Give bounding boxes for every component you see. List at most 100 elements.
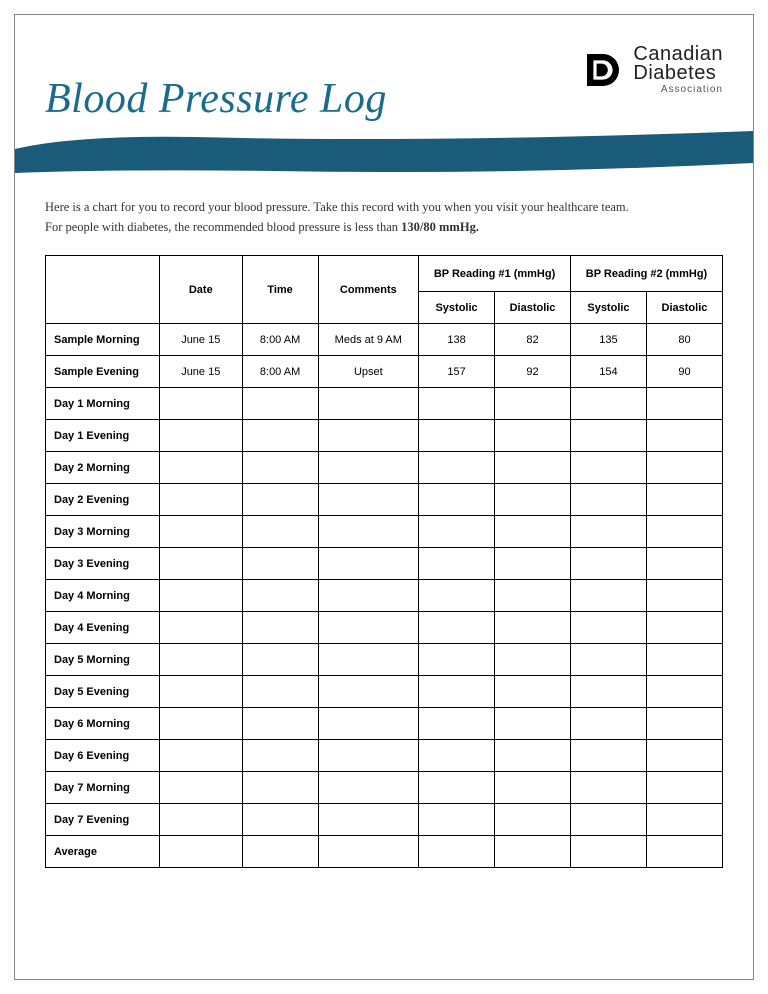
- cell-comments: [318, 836, 419, 868]
- cell-time: 8:00 AM: [242, 324, 318, 356]
- cell-comments: Upset: [318, 356, 419, 388]
- cell-d1: [495, 612, 571, 644]
- row-label: Day 6 Morning: [46, 708, 160, 740]
- cell-time: 8:00 AM: [242, 356, 318, 388]
- row-label: Sample Morning: [46, 324, 160, 356]
- banner: [15, 131, 753, 173]
- cell-comments: [318, 676, 419, 708]
- table-row: Day 5 Evening: [46, 676, 723, 708]
- cell-d1: 82: [495, 324, 571, 356]
- cell-s1: [419, 548, 495, 580]
- header-dia1: Diastolic: [495, 292, 571, 324]
- header-blank: [46, 256, 160, 324]
- cell-time: [242, 644, 318, 676]
- header-time: Time: [242, 256, 318, 324]
- table-row: Day 1 Evening: [46, 420, 723, 452]
- cell-date: [159, 516, 242, 548]
- cell-d1: [495, 804, 571, 836]
- cell-d1: 92: [495, 356, 571, 388]
- header-dia2: Diastolic: [646, 292, 722, 324]
- page: Blood Pressure Log Canadian Diabetes Ass…: [14, 14, 754, 980]
- cell-date: [159, 612, 242, 644]
- cell-comments: [318, 548, 419, 580]
- header-sys2: Systolic: [570, 292, 646, 324]
- cell-date: [159, 804, 242, 836]
- table-row: Day 2 Evening: [46, 484, 723, 516]
- row-label: Day 3 Morning: [46, 516, 160, 548]
- cell-comments: [318, 804, 419, 836]
- cell-s1: [419, 388, 495, 420]
- cell-time: [242, 612, 318, 644]
- cell-time: [242, 452, 318, 484]
- table-row: Day 3 Evening: [46, 548, 723, 580]
- cell-date: June 15: [159, 324, 242, 356]
- cell-s2: [570, 388, 646, 420]
- cell-d2: [646, 484, 722, 516]
- cell-s2: [570, 612, 646, 644]
- row-label: Day 2 Morning: [46, 452, 160, 484]
- cell-time: [242, 740, 318, 772]
- cell-d1: [495, 420, 571, 452]
- table-row: Day 7 Morning: [46, 772, 723, 804]
- cell-s1: [419, 420, 495, 452]
- cell-time: [242, 420, 318, 452]
- cell-d2: [646, 548, 722, 580]
- cell-s2: [570, 516, 646, 548]
- cell-s2: [570, 676, 646, 708]
- logo-text: Canadian Diabetes Association: [633, 45, 723, 95]
- cell-date: [159, 836, 242, 868]
- cell-date: [159, 452, 242, 484]
- cell-date: [159, 580, 242, 612]
- row-label: Day 4 Evening: [46, 612, 160, 644]
- cell-d1: [495, 484, 571, 516]
- row-label: Day 7 Evening: [46, 804, 160, 836]
- row-label: Day 1 Morning: [46, 388, 160, 420]
- cell-time: [242, 484, 318, 516]
- org-logo: Canadian Diabetes Association: [579, 45, 723, 95]
- cell-s1: [419, 484, 495, 516]
- cell-d2: [646, 420, 722, 452]
- cell-d2: [646, 580, 722, 612]
- header-bp1: BP Reading #1 (mmHg): [419, 256, 571, 292]
- cell-d2: 90: [646, 356, 722, 388]
- cell-comments: [318, 452, 419, 484]
- cell-comments: [318, 708, 419, 740]
- table-row: Average: [46, 836, 723, 868]
- cell-d2: [646, 516, 722, 548]
- header-comments: Comments: [318, 256, 419, 324]
- cell-s1: 157: [419, 356, 495, 388]
- cell-date: [159, 484, 242, 516]
- cell-time: [242, 580, 318, 612]
- cell-d1: [495, 676, 571, 708]
- row-label: Day 6 Evening: [46, 740, 160, 772]
- row-label: Sample Evening: [46, 356, 160, 388]
- cell-time: [242, 388, 318, 420]
- cell-d2: [646, 388, 722, 420]
- cell-s2: [570, 804, 646, 836]
- cell-date: [159, 676, 242, 708]
- cell-date: [159, 548, 242, 580]
- cell-date: [159, 420, 242, 452]
- row-label: Day 3 Evening: [46, 548, 160, 580]
- bp-log-table: Date Time Comments BP Reading #1 (mmHg) …: [45, 255, 723, 868]
- cell-comments: Meds at 9 AM: [318, 324, 419, 356]
- cell-d2: [646, 452, 722, 484]
- intro-line1: Here is a chart for you to record your b…: [45, 200, 629, 214]
- header-bp2: BP Reading #2 (mmHg): [570, 256, 722, 292]
- cell-comments: [318, 612, 419, 644]
- cell-s1: [419, 772, 495, 804]
- cell-s1: [419, 452, 495, 484]
- cell-s2: [570, 708, 646, 740]
- table-row: Day 3 Morning: [46, 516, 723, 548]
- cell-d2: [646, 676, 722, 708]
- cell-d1: [495, 644, 571, 676]
- cell-s1: [419, 612, 495, 644]
- table-row: Day 1 Morning: [46, 388, 723, 420]
- header-date: Date: [159, 256, 242, 324]
- cell-s1: [419, 516, 495, 548]
- cell-time: [242, 708, 318, 740]
- cell-date: [159, 740, 242, 772]
- cell-comments: [318, 516, 419, 548]
- cell-d2: [646, 644, 722, 676]
- cell-s1: [419, 580, 495, 612]
